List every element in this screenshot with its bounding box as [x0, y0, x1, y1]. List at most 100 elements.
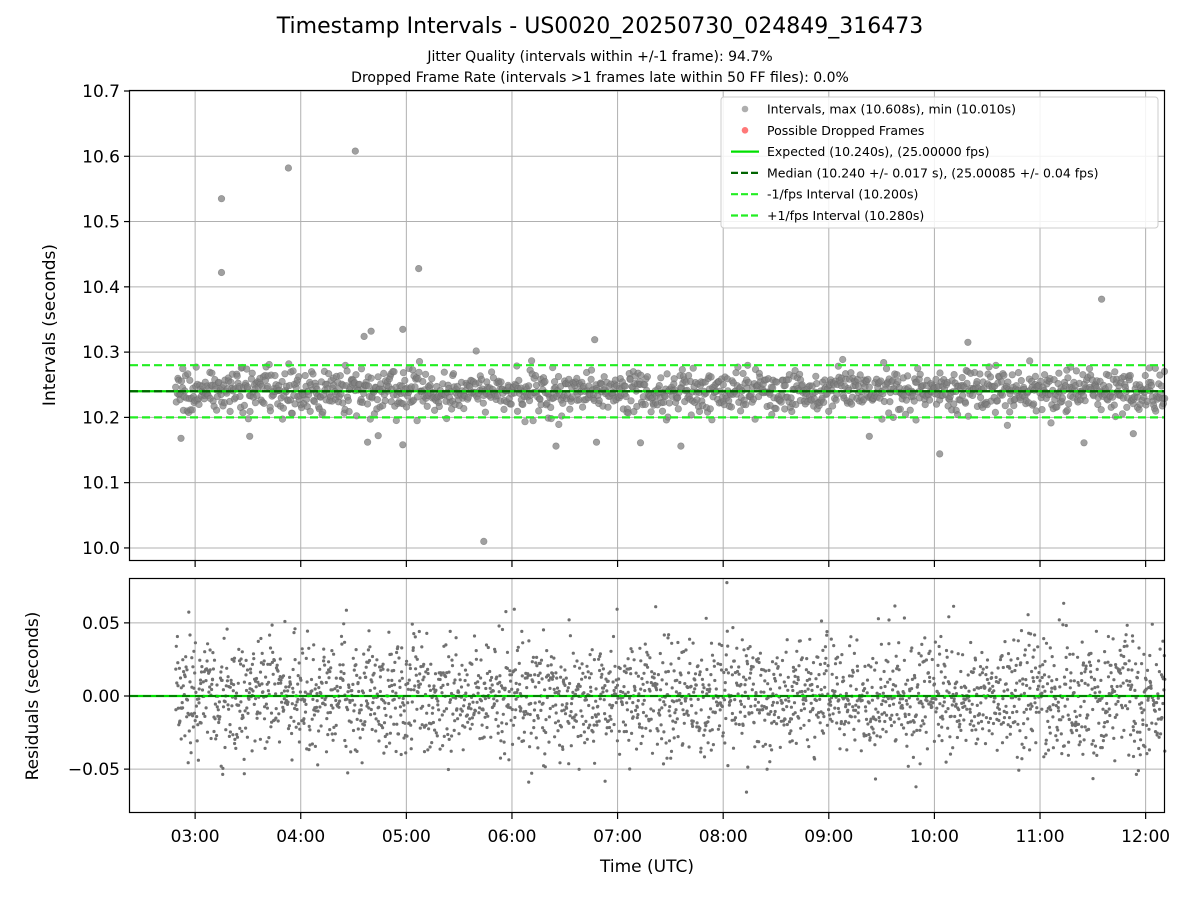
- residual-point: [247, 691, 251, 695]
- residual-point: [1045, 682, 1050, 686]
- residual-point: [215, 705, 219, 709]
- interval-point: [513, 407, 522, 415]
- residual-point: [1028, 748, 1032, 752]
- residual-point: [492, 697, 496, 701]
- residual-point: [327, 676, 331, 680]
- residual-point: [1021, 682, 1025, 686]
- residual-point: [731, 746, 736, 750]
- residual-point: [1074, 715, 1079, 719]
- residual-point: [1105, 710, 1109, 714]
- residual-point: [749, 704, 753, 709]
- residual-point: [308, 728, 312, 732]
- interval-point: [343, 367, 351, 375]
- residual-point: [643, 642, 647, 646]
- residual-point: [1017, 697, 1021, 701]
- residual-point: [949, 714, 953, 718]
- residual-point: [621, 720, 626, 724]
- residual-point: [446, 732, 450, 737]
- residual-point: [219, 670, 223, 674]
- residual-point: [251, 652, 256, 656]
- residual-point: [262, 659, 266, 663]
- residual-point: [182, 670, 186, 674]
- residual-point: [590, 648, 594, 652]
- residual-point: [823, 685, 827, 689]
- interval-point: [1017, 377, 1025, 385]
- residual-point: [431, 706, 435, 710]
- residual-point: [932, 676, 936, 681]
- interval-point: [1031, 372, 1039, 381]
- residual-point: [940, 725, 944, 729]
- residual-point: [290, 758, 294, 762]
- residual-point: [568, 714, 572, 718]
- residual-point: [906, 678, 910, 682]
- residual-point: [666, 669, 671, 674]
- interval-point: [289, 367, 297, 375]
- residual-point: [985, 665, 989, 669]
- interval-outlier-point: [399, 441, 407, 449]
- residual-point: [952, 697, 956, 701]
- residual-point: [1065, 697, 1070, 701]
- residual-point: [884, 730, 888, 734]
- residual-point: [377, 739, 381, 743]
- residual-point: [535, 664, 539, 668]
- residual-point: [1137, 646, 1141, 650]
- interval-point: [264, 382, 272, 390]
- interval-point: [1065, 400, 1073, 408]
- interval-point: [1141, 371, 1149, 380]
- residual-point: [938, 652, 942, 656]
- residual-point: [1083, 725, 1087, 729]
- residual-point: [454, 636, 458, 640]
- residual-point: [175, 634, 179, 639]
- residual-point: [434, 731, 438, 735]
- residual-point: [683, 699, 688, 703]
- residual-point: [1046, 748, 1051, 752]
- residual-point: [598, 668, 602, 673]
- residual-point: [453, 719, 457, 723]
- residual-point: [245, 706, 249, 710]
- residual-point: [271, 672, 275, 676]
- residual-point: [242, 680, 246, 684]
- residual-point: [944, 760, 948, 764]
- residual-point: [233, 741, 237, 746]
- residual-point: [260, 651, 264, 656]
- residual-point: [444, 675, 448, 679]
- interval-outlier-point: [284, 164, 293, 172]
- residual-point: [392, 683, 397, 687]
- residual-point: [643, 689, 647, 693]
- residual-point: [264, 702, 268, 706]
- residual-point: [1083, 681, 1087, 686]
- residual-point: [890, 713, 894, 717]
- residual-point: [588, 653, 592, 657]
- residual-point: [676, 640, 680, 645]
- residual-point: [1120, 706, 1124, 710]
- residual-point: [763, 679, 767, 683]
- residual-point: [408, 666, 412, 671]
- residual-point: [454, 653, 458, 657]
- interval-point: [1008, 371, 1016, 379]
- residual-point: [200, 688, 205, 692]
- residual-point: [851, 705, 855, 709]
- residual-point: [1007, 716, 1012, 720]
- residual-point: [351, 682, 355, 687]
- residual-point: [888, 704, 892, 708]
- residual-point: [629, 672, 633, 676]
- residual-point: [766, 682, 770, 686]
- residual-point: [250, 749, 254, 753]
- residual-point: [231, 689, 235, 693]
- residual-point: [457, 732, 461, 736]
- residual-point: [1102, 725, 1106, 729]
- interval-point: [279, 404, 288, 412]
- residual-point: [833, 689, 837, 694]
- residual-point: [1103, 661, 1107, 665]
- interval-outlier-point: [217, 195, 226, 203]
- residual-point: [921, 719, 925, 723]
- residual-point: [276, 719, 280, 723]
- residual-point: [232, 659, 236, 663]
- residual-point: [867, 732, 871, 737]
- residual-point: [1130, 668, 1134, 672]
- residual-point: [303, 710, 308, 714]
- residual-point: [548, 706, 552, 711]
- residual-point: [448, 698, 453, 702]
- dropped-frame-rate-subtitle: Dropped Frame Rate (intervals >1 frames …: [351, 70, 849, 86]
- residual-point: [516, 688, 520, 692]
